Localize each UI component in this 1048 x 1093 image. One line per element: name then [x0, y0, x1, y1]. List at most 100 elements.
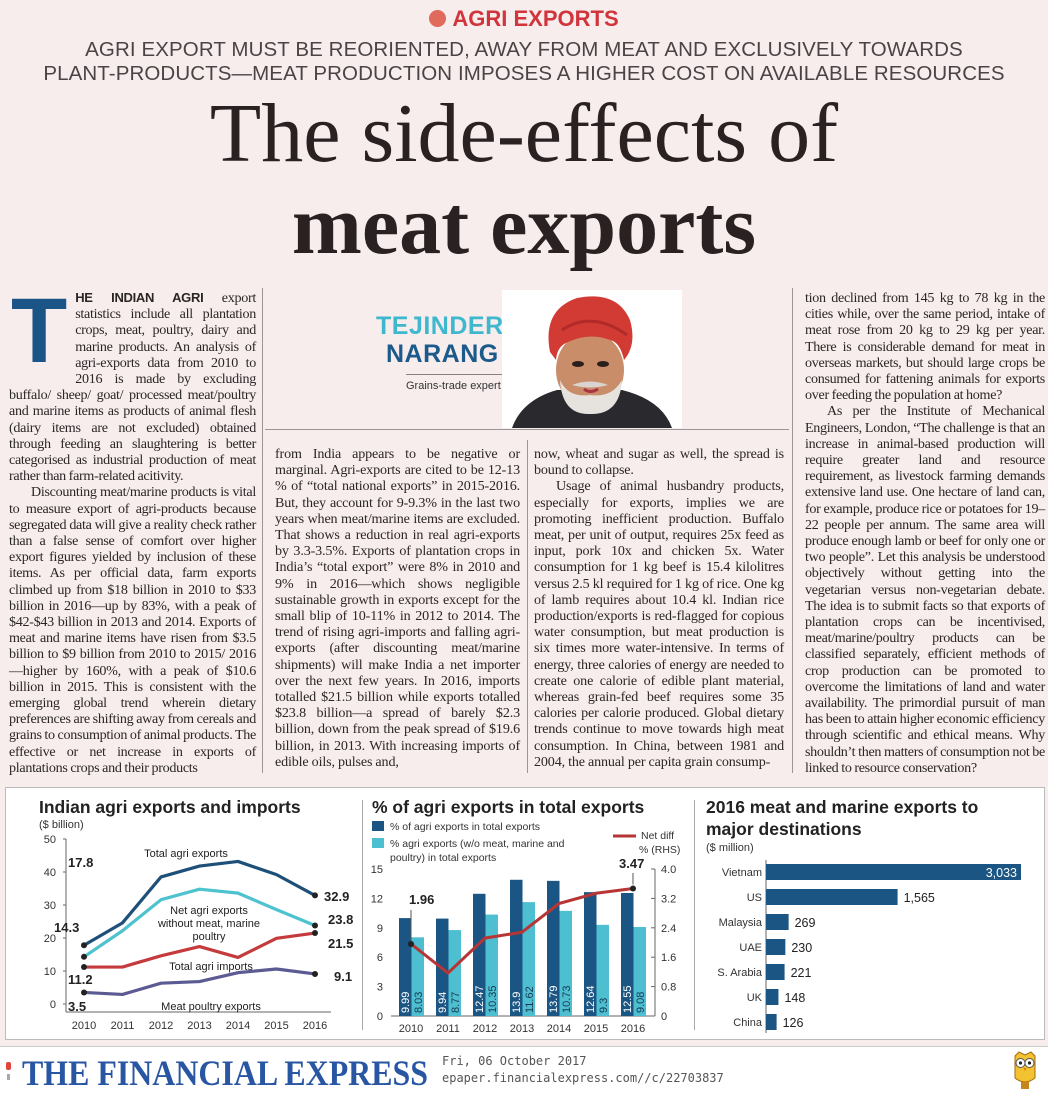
bar-value-label: 13.9 — [511, 992, 523, 1013]
series-label: Total agri imports — [169, 961, 253, 973]
start-value-label: 17.8 — [68, 855, 93, 870]
paragraph: As per the Institute of Mechanical Engin… — [805, 403, 1045, 776]
chart-title-line: 2016 meat and marine exports to — [706, 797, 979, 817]
column-divider — [527, 440, 528, 773]
y2-tick-label: 2.4 — [661, 923, 676, 935]
bar-value-label: 8.03 — [413, 992, 425, 1013]
article-column-2: from India appears to be negative or mar… — [275, 446, 520, 770]
bar-value-label: 126 — [783, 1016, 804, 1030]
section-tag: AGRI EXPORTS — [0, 6, 1048, 32]
section-tag-label: AGRI EXPORTS — [452, 6, 619, 31]
chart-title: % of agri exports in total exports — [372, 797, 645, 817]
category-label: Vietnam — [722, 867, 762, 879]
data-point — [312, 930, 318, 937]
publication-logo-text[interactable]: THE FINANCIAL EXPRESS — [22, 1053, 428, 1092]
bar-value-label: 10.35 — [487, 985, 499, 1013]
end-value-label: 23.8 — [328, 912, 353, 927]
bar-value-label: 12.47 — [474, 985, 486, 1013]
bar-value-label: 1,565 — [904, 891, 935, 905]
series-line — [83, 967, 316, 997]
data-point — [81, 989, 87, 996]
end-value-label: 21.5 — [328, 936, 353, 951]
category-label: UK — [747, 992, 763, 1004]
paragraph: Discounting meat/marine products is vita… — [9, 484, 256, 776]
bar — [766, 989, 779, 1005]
bar — [633, 927, 646, 1016]
bar-value-label: 12.64 — [585, 985, 597, 1013]
bar-value-label: 9.08 — [635, 992, 647, 1013]
data-point — [312, 970, 318, 977]
paragraph: tion declined from 145 kg to 78 kg in th… — [805, 290, 1045, 404]
bar-value-label: 230 — [791, 941, 812, 955]
x-tick-label: 2010 — [72, 1020, 96, 1032]
category-label: Malaysia — [719, 917, 763, 929]
x-tick-label: 2012 — [473, 1023, 497, 1035]
paragraph: Usage of animal husbandry products, espe… — [534, 478, 784, 770]
start-value-label: 14.3 — [54, 920, 79, 935]
callout-label: 3.47 — [619, 856, 644, 871]
chart-divider — [362, 800, 363, 1030]
x-tick-label: 2016 — [303, 1020, 327, 1032]
bar — [596, 924, 609, 1016]
author-divider — [265, 429, 789, 430]
chart-title: Indian agri exports and imports — [39, 797, 301, 817]
y2-tick-label: 0 — [661, 1011, 667, 1023]
bar-value-label: 13.79 — [548, 985, 560, 1013]
net-diff-line — [410, 886, 634, 975]
category-label: S. Arabia — [717, 967, 763, 979]
article-column-1: T HE INDIAN AGRI export statistics includ… — [9, 280, 256, 776]
edition-date: Fri, 06 October 2017 — [442, 1054, 587, 1068]
bar-value-label: 269 — [795, 916, 816, 930]
bar-line-chart: % of agri exports in total exports % agri… — [371, 821, 680, 1035]
bar — [448, 930, 461, 1016]
line-chart: 0 10 20 30 40 50 2010 2011 2012 2013 2014 2015 2016 1… — [44, 834, 354, 1032]
bar-value-label: 9.99 — [400, 992, 412, 1013]
x-tick-label: 2010 — [399, 1023, 423, 1035]
bar — [766, 1014, 777, 1030]
author-rule — [406, 374, 506, 375]
deck-line: PLANT-PRODUCTS—MEAT PRODUCTION IMPOSES A… — [43, 62, 1005, 85]
x-tick-label: 2011 — [436, 1023, 460, 1035]
legend-label: % agri exports (w/o meat, marine and — [390, 838, 565, 850]
bar — [559, 910, 572, 1016]
column-divider — [262, 288, 263, 773]
series-label: without meat, marine — [157, 918, 260, 930]
deck-line: AGRI EXPORT MUST BE REORIENTED, AWAY FRO… — [85, 38, 963, 61]
series-line — [83, 859, 316, 947]
owl-icon[interactable] — [1012, 1050, 1038, 1090]
publication-logo[interactable]: THE FINANCIAL EXPRESS — [20, 1050, 432, 1092]
author-last-name: NARANG — [386, 340, 499, 368]
chart-divider — [694, 800, 695, 1030]
bar-value-label: 148 — [784, 991, 805, 1005]
bullet-dot-icon — [429, 10, 447, 27]
footer — [0, 1046, 1048, 1093]
bar — [473, 893, 486, 1016]
x-tick-label: 2014 — [547, 1023, 571, 1035]
y-tick-label: 10 — [44, 966, 56, 978]
bar — [510, 879, 523, 1016]
bar — [485, 914, 498, 1016]
series-label: Total agri exports — [144, 848, 228, 860]
y-tick-label: 12 — [371, 893, 383, 905]
drop-cap: T — [11, 280, 68, 382]
category-label: US — [747, 892, 762, 904]
bar-value-label: 9.94 — [437, 992, 449, 1013]
y2-tick-label: 3.2 — [661, 893, 676, 905]
epaper-url[interactable]: epaper.financialexpress.com//c/22703837 — [442, 1071, 724, 1085]
chart-agri-exports-imports: Indian agri exports and imports ($ billi… — [6, 788, 361, 1041]
paragraph: from India appears to be negative or mar… — [275, 446, 520, 770]
y2-tick-label: 4.0 — [661, 864, 676, 876]
x-tick-label: 2013 — [510, 1023, 534, 1035]
bar — [411, 937, 424, 1016]
bar-value-label: 9.3 — [598, 998, 610, 1013]
logo-mark-icon — [6, 1062, 11, 1086]
bar — [766, 914, 789, 930]
y-tick-label: 40 — [44, 867, 56, 879]
data-point — [408, 940, 414, 947]
y2-tick-label: 1.6 — [661, 952, 676, 964]
series-label: Net agri exports — [170, 905, 248, 917]
y-tick-label: 9 — [377, 923, 383, 935]
x-tick-label: 2011 — [111, 1020, 135, 1032]
y-tick-label: 15 — [371, 864, 383, 876]
series-line — [83, 887, 316, 959]
